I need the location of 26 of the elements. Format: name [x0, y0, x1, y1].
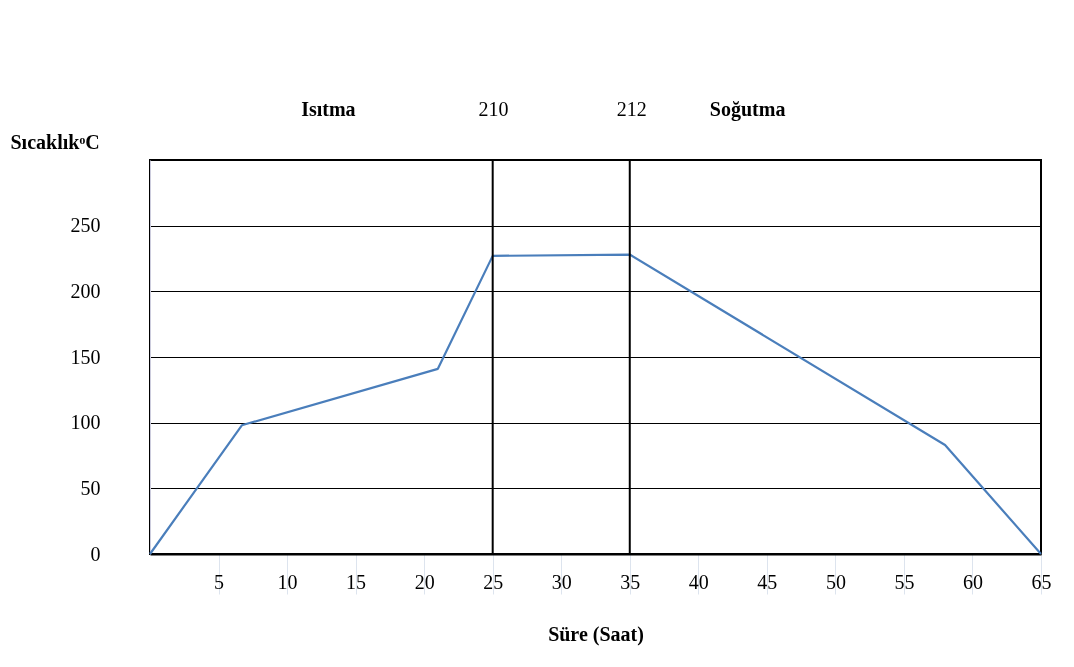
- y-tick-label: 200: [70, 279, 101, 302]
- x-tick-label: 5: [214, 570, 225, 593]
- x-tick-label: 65: [1031, 570, 1052, 593]
- x-tick-label: 30: [551, 570, 572, 593]
- y-axis-title: SıcaklıkᵒC: [10, 130, 100, 153]
- x-tick-label: 40: [688, 570, 709, 593]
- text: Soğutma: [709, 98, 786, 121]
- line-series: [148, 253, 1043, 556]
- x-tick-label: 10: [277, 570, 298, 593]
- y-tick-label: 150: [70, 345, 101, 368]
- x-tick-label: 20: [414, 570, 435, 593]
- x-tick-label: 60: [962, 570, 983, 593]
- x-tick-label: 45: [757, 570, 778, 593]
- y-tick-label: 0: [90, 542, 101, 565]
- x-tick-label: 35: [620, 570, 641, 593]
- x-tick-label: 15: [346, 570, 367, 593]
- text: 210: [478, 98, 509, 120]
- x-axis-title: Süre (Saat): [548, 623, 644, 646]
- y-tick-label: 250: [70, 214, 101, 237]
- x-tick-label: 25: [483, 570, 504, 593]
- x-tick-label: 50: [825, 570, 846, 593]
- text: 212: [616, 98, 647, 120]
- x-tick-label: 55: [894, 570, 915, 593]
- y-tick-label: 100: [70, 411, 101, 434]
- text: Isıtma: [301, 98, 356, 120]
- y-tick-label: 50: [80, 476, 101, 499]
